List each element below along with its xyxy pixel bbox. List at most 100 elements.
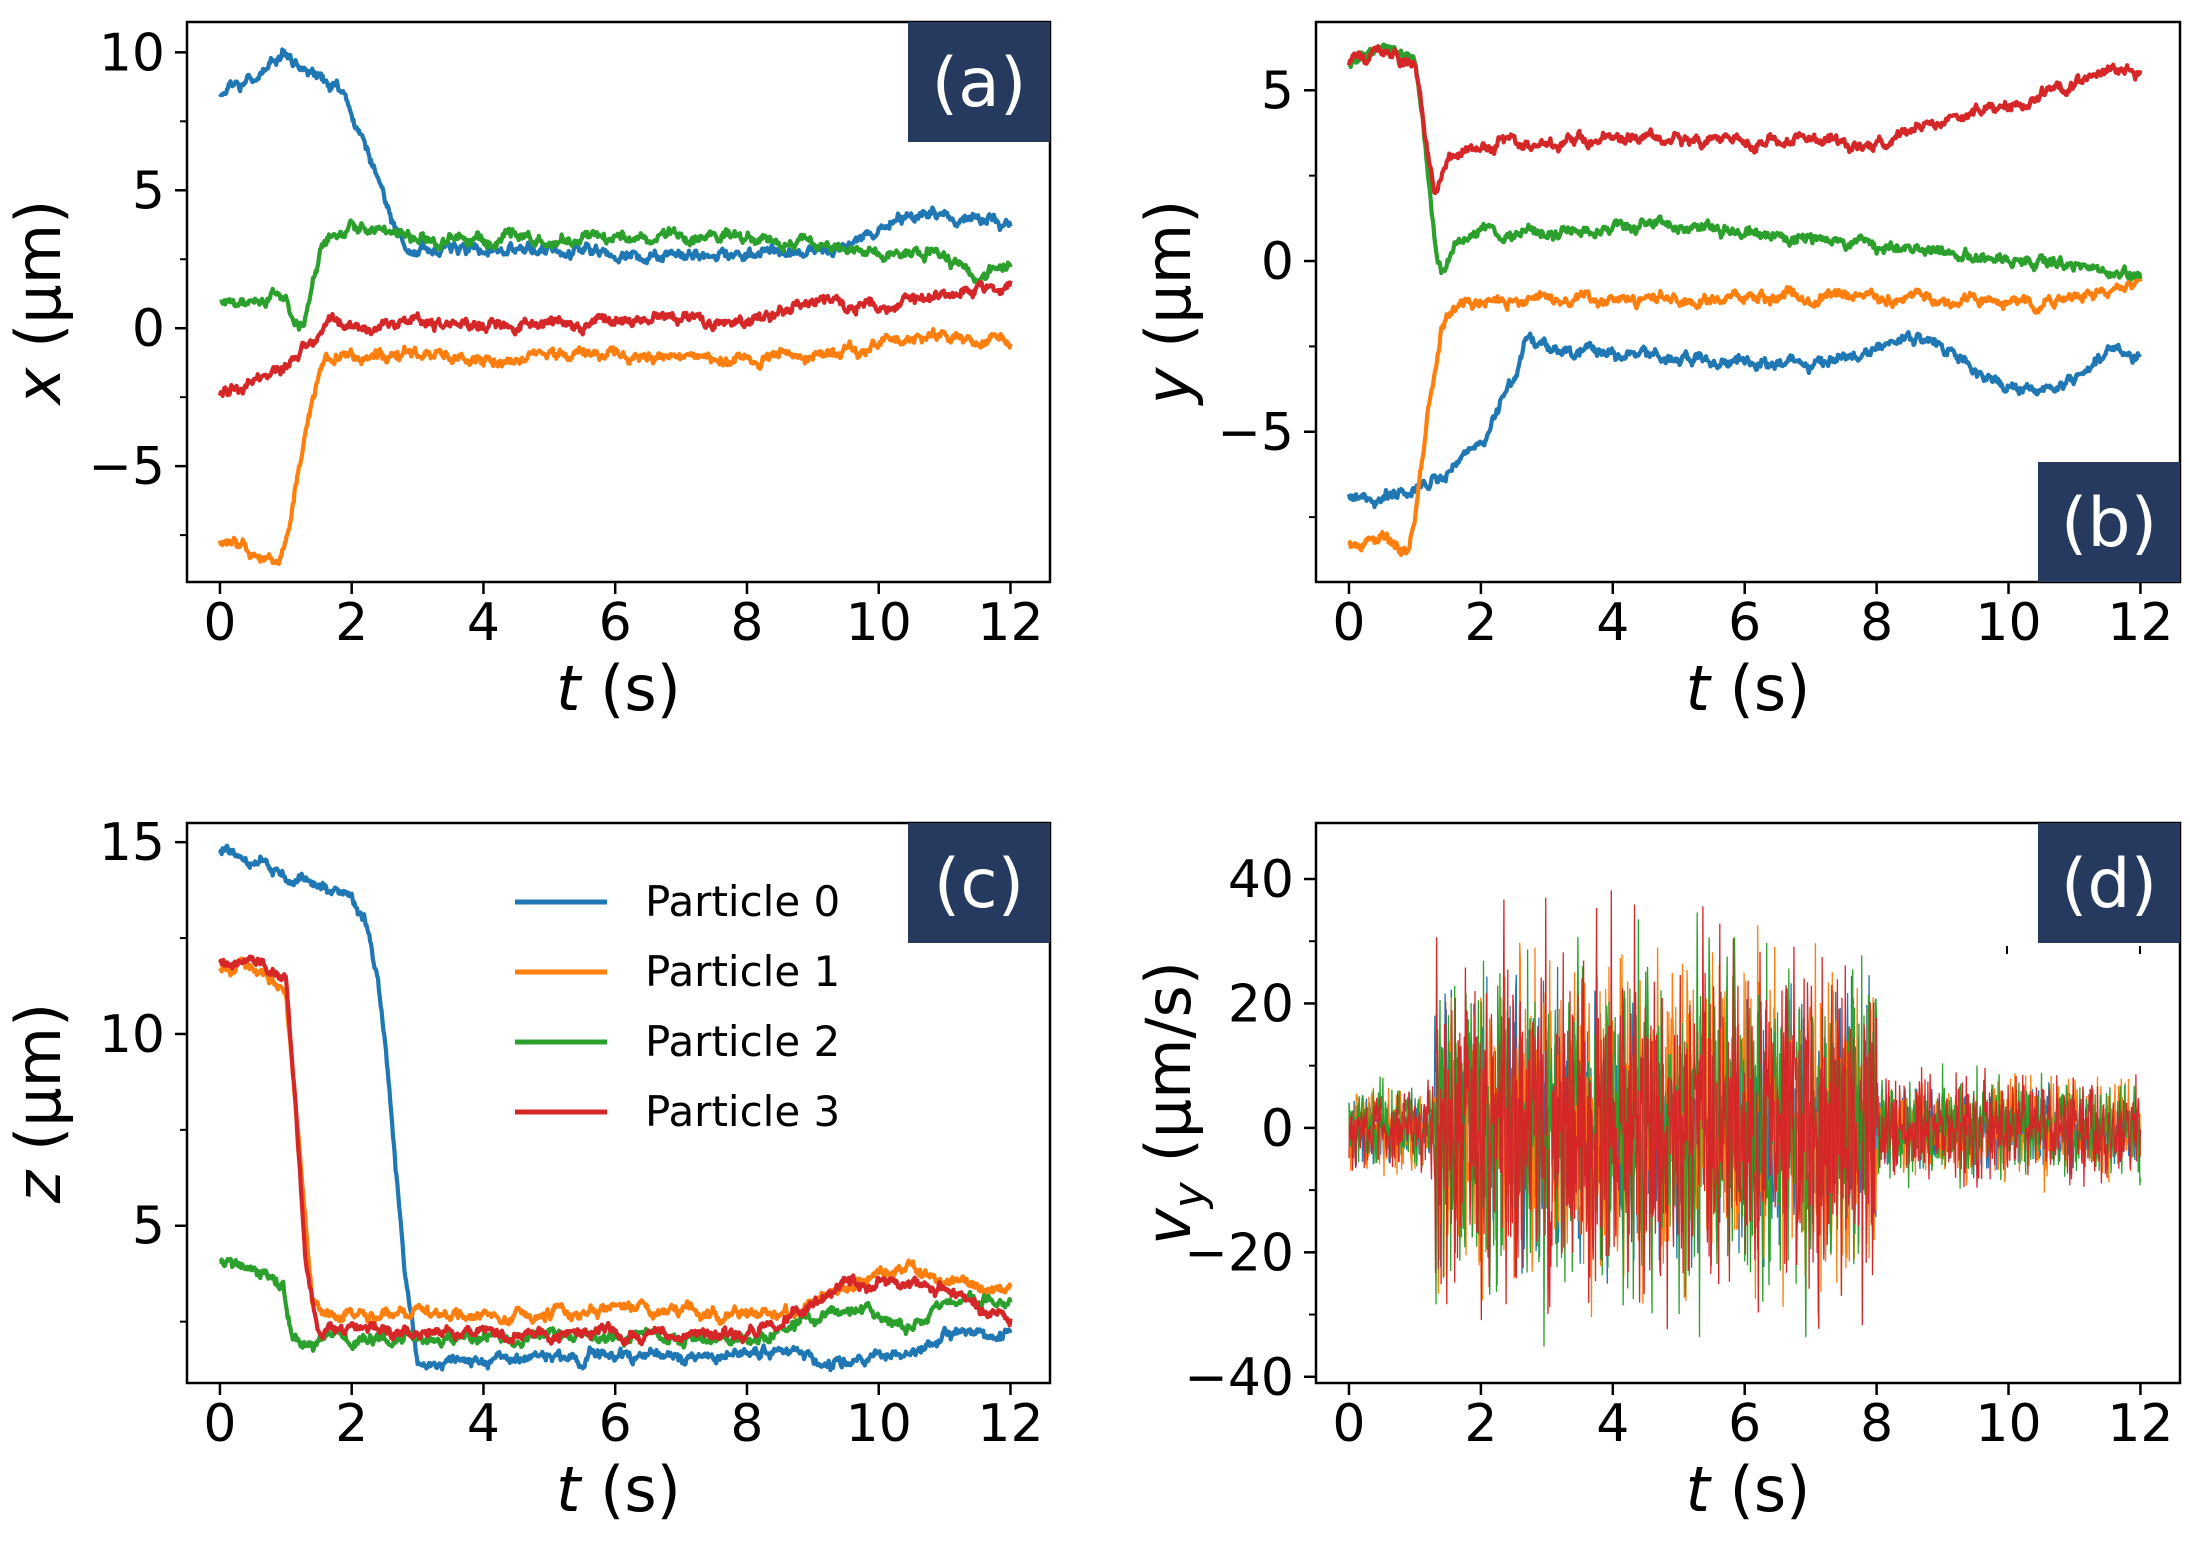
x-tick-label: 12 bbox=[2107, 593, 2173, 653]
x-tick-label: 6 bbox=[1728, 593, 1761, 653]
series-line-particle-3 bbox=[1346, 44, 2143, 196]
x-tick-label: 4 bbox=[467, 1394, 500, 1454]
x-tick-label: 6 bbox=[599, 1394, 632, 1454]
legend-entry: Particle 1 bbox=[645, 947, 840, 996]
x-axis-variable: t bbox=[556, 1453, 583, 1526]
y-tick-label: −20 bbox=[1184, 1223, 1294, 1283]
y-tick-label: 0 bbox=[1261, 1099, 1294, 1159]
y-axis-variable: v bbox=[1132, 1207, 1205, 1245]
series-line-particle-0 bbox=[218, 47, 1013, 266]
y-axis-unit: (μm) bbox=[2, 1003, 75, 1171]
legend-entry: Particle 3 bbox=[645, 1087, 840, 1136]
y-axis-subscript: y bbox=[1164, 1181, 1215, 1210]
panel-label: (a) bbox=[932, 44, 1027, 123]
x-tick-label: 12 bbox=[977, 593, 1043, 653]
y-tick-label: 10 bbox=[99, 1005, 165, 1065]
x-tick-label: 0 bbox=[203, 593, 236, 653]
y-tick-label: 20 bbox=[1228, 974, 1294, 1034]
panel-c: 0 2 4 6 8 10 12 5 10 15 t (s) z (μm) (c) Particle 0 Pa… bbox=[2, 813, 1052, 1526]
series-line-particle-2 bbox=[218, 218, 1013, 332]
x-tick-label: 6 bbox=[599, 593, 632, 653]
series-line-particle-2 bbox=[218, 1256, 1013, 1353]
y-axis-label: vy (μm/s) bbox=[1132, 961, 1215, 1245]
y-axis-label: x (μm) bbox=[2, 200, 75, 407]
x-tick-label: 8 bbox=[1860, 1394, 1893, 1454]
x-tick-label: 2 bbox=[335, 593, 368, 653]
y-axis-unit: (μm) bbox=[2, 200, 75, 368]
y-axis-variable: z bbox=[2, 1169, 75, 1204]
x-tick-label: 8 bbox=[1860, 593, 1893, 653]
x-tick-label: 2 bbox=[1464, 593, 1497, 653]
y-axis-label: y (μm) bbox=[1132, 200, 1205, 407]
series-line-particle-1 bbox=[1347, 275, 2143, 557]
x-tick-label: 12 bbox=[2107, 1394, 2173, 1454]
y-axis-unit: (μm) bbox=[1132, 200, 1205, 368]
y-axis-unit: (μm/s) bbox=[1132, 961, 1205, 1182]
series-line-particle-2 bbox=[1347, 42, 2143, 282]
panel-label-box bbox=[2038, 462, 2180, 582]
legend: Particle 0 Particle 1 Particle 2 Particle 3 bbox=[515, 877, 840, 1136]
x-tick-label: 2 bbox=[1464, 1394, 1497, 1454]
y-tick-label: 5 bbox=[1261, 61, 1294, 121]
panel-label: (d) bbox=[2061, 845, 2157, 924]
y-tick-label: 40 bbox=[1228, 850, 1294, 910]
series-line-particle-3 bbox=[1348, 890, 2142, 1330]
panel-label: (b) bbox=[2061, 484, 2157, 563]
series-line-particle-1 bbox=[218, 956, 1013, 1327]
panel-b: 0 2 4 6 8 10 12 −5 0 5 t (s) y (μm) (b) bbox=[1132, 20, 2182, 725]
panel-label-box bbox=[908, 823, 1050, 943]
x-tick-label: 10 bbox=[1975, 593, 2041, 653]
series-line-particle-1 bbox=[217, 327, 1013, 566]
x-axis-label: t (s) bbox=[1686, 1453, 1811, 1526]
x-tick-label: 0 bbox=[1332, 593, 1365, 653]
y-axis-label: z (μm) bbox=[2, 1003, 75, 1204]
panel-label: (c) bbox=[934, 845, 1024, 924]
panel-d: 0 2 4 6 8 10 12 −40 −20 0 20 40 t (s) vy (μm/s) (d) bbox=[1132, 821, 2182, 1526]
y-tick-label: −40 bbox=[1184, 1348, 1294, 1408]
series-line-particle-3 bbox=[217, 280, 1013, 398]
y-tick-label: 10 bbox=[99, 23, 165, 83]
series-line-particle-0 bbox=[1346, 330, 2142, 510]
y-tick-label: 15 bbox=[99, 813, 165, 873]
y-tick-label: 0 bbox=[1261, 232, 1294, 292]
y-tick-label: 5 bbox=[132, 161, 165, 221]
panel-label-box bbox=[2038, 823, 2180, 943]
x-tick-label: 0 bbox=[1332, 1394, 1365, 1454]
x-tick-label: 4 bbox=[1596, 1394, 1629, 1454]
x-tick-label: 8 bbox=[730, 1394, 763, 1454]
panel-a: 0 2 4 6 8 10 12 −5 0 5 10 t (s) x (μm) (a) bbox=[2, 20, 1052, 725]
x-tick-label: 2 bbox=[335, 1394, 368, 1454]
x-axis-label: t (s) bbox=[556, 1453, 681, 1526]
axes-frame bbox=[1314, 20, 2182, 584]
x-axis-unit: (s) bbox=[1710, 1453, 1810, 1526]
x-tick-label: 0 bbox=[203, 1394, 236, 1454]
x-axis-unit: (s) bbox=[580, 1453, 680, 1526]
series-line-particle-0 bbox=[217, 843, 1013, 1373]
series-line-particle-2 bbox=[1348, 912, 2142, 1347]
x-axis-variable: t bbox=[1686, 652, 1713, 725]
x-axis-variable: t bbox=[556, 652, 583, 725]
x-axis-label: t (s) bbox=[556, 652, 681, 725]
y-tick-label: −5 bbox=[88, 437, 165, 497]
x-tick-label: 8 bbox=[730, 593, 763, 653]
x-tick-label: 10 bbox=[846, 593, 912, 653]
panel-label-box bbox=[908, 22, 1050, 142]
axes-frame bbox=[185, 20, 1052, 584]
x-tick-label: 10 bbox=[846, 1394, 912, 1454]
x-tick-label: 4 bbox=[1596, 593, 1629, 653]
x-tick-label: 10 bbox=[1975, 1394, 2041, 1454]
x-axis-variable: t bbox=[1686, 1453, 1713, 1526]
y-axis-variable: y bbox=[1132, 366, 1205, 406]
x-tick-label: 12 bbox=[977, 1394, 1043, 1454]
series-line-particle-3 bbox=[218, 954, 1013, 1347]
y-tick-label: 5 bbox=[132, 1197, 165, 1257]
x-tick-label: 6 bbox=[1728, 1394, 1761, 1454]
x-axis-unit: (s) bbox=[580, 652, 680, 725]
y-tick-label: −5 bbox=[1217, 403, 1294, 463]
y-axis-variable: x bbox=[2, 366, 75, 406]
x-axis-label: t (s) bbox=[1686, 652, 1811, 725]
legend-entry: Particle 0 bbox=[645, 877, 840, 926]
axes-frame bbox=[1314, 821, 2182, 1385]
x-tick-label: 4 bbox=[467, 593, 500, 653]
